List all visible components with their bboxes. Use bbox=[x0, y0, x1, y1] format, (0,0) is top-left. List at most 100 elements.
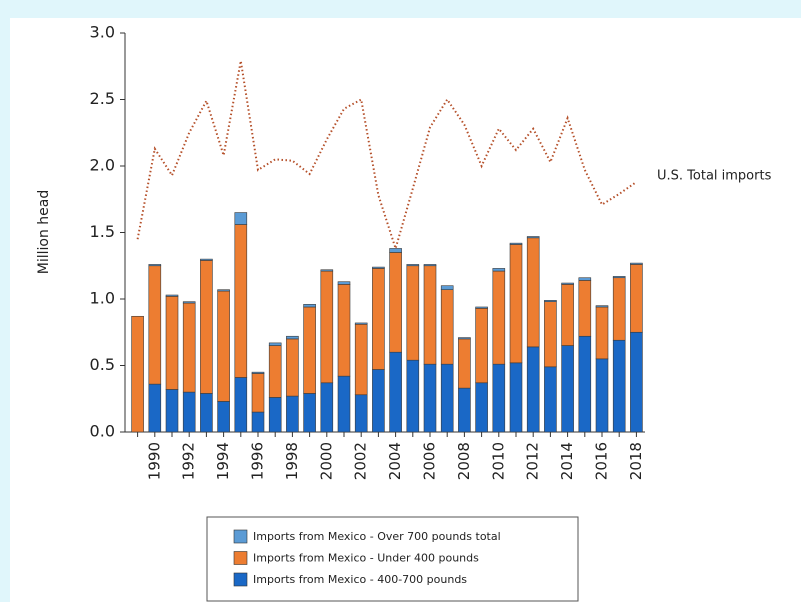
bar-segment bbox=[544, 366, 557, 433]
x-tick-label: 2002 bbox=[352, 442, 370, 480]
bar-segment bbox=[268, 342, 282, 346]
x-tick-label: 2018 bbox=[627, 442, 645, 480]
y-axis-title: Million head bbox=[36, 190, 52, 274]
bar-segment bbox=[578, 277, 592, 281]
bar-segment bbox=[182, 302, 196, 393]
y-tick-label: 0.0 bbox=[90, 422, 115, 441]
x-tick-label: 2004 bbox=[386, 442, 404, 480]
bar-segment bbox=[544, 301, 557, 368]
bar-segment bbox=[630, 264, 643, 333]
bar-segment bbox=[492, 270, 506, 365]
bar-segment bbox=[423, 363, 437, 433]
bar-segment bbox=[354, 323, 368, 396]
bar-segment bbox=[595, 305, 609, 308]
line-label: U.S. Total imports bbox=[657, 168, 772, 183]
bar-segment bbox=[303, 306, 316, 394]
bar-segment bbox=[561, 345, 574, 433]
bar-segment bbox=[320, 269, 334, 272]
bar-segment bbox=[165, 389, 179, 433]
bar-segment bbox=[595, 358, 609, 433]
x-tick-label: 2008 bbox=[455, 442, 473, 480]
bar-segment bbox=[251, 373, 265, 413]
bar-segment bbox=[286, 395, 299, 433]
bar-segment bbox=[337, 281, 351, 285]
bar-segment bbox=[217, 290, 230, 402]
bar-segment bbox=[406, 359, 420, 433]
bar-segment bbox=[578, 335, 592, 433]
y-tick-label: 1.0 bbox=[90, 289, 115, 308]
y-tick-label: 1.5 bbox=[90, 222, 115, 241]
bar-segment bbox=[200, 260, 213, 394]
bar-segment bbox=[320, 382, 334, 433]
bar-segment bbox=[303, 393, 316, 433]
bar-segment bbox=[389, 252, 402, 353]
x-tick-label: 2016 bbox=[593, 442, 611, 480]
legend-label: Imports from Mexico - Under 400 pounds bbox=[253, 552, 479, 565]
bar-segment bbox=[286, 335, 299, 340]
bar-segment bbox=[561, 284, 574, 346]
bar-segment bbox=[148, 383, 162, 433]
bar-segment bbox=[630, 331, 643, 433]
bar-segment bbox=[337, 284, 351, 377]
bar-segment bbox=[217, 401, 230, 433]
bar-segment bbox=[630, 262, 643, 265]
bar-segment bbox=[251, 411, 265, 433]
y-tick-label: 2.0 bbox=[90, 156, 115, 175]
bar-segment bbox=[578, 280, 592, 337]
x-tick-label: 1990 bbox=[145, 442, 163, 480]
y-tick-label: 0.5 bbox=[90, 355, 115, 374]
bar-segment bbox=[182, 301, 196, 304]
bar-segment bbox=[200, 393, 213, 433]
bar-segment bbox=[526, 236, 540, 239]
bar-segment bbox=[612, 339, 626, 433]
bar-segment bbox=[526, 237, 540, 348]
x-tick-label: 2000 bbox=[317, 442, 335, 480]
bar-segment bbox=[475, 308, 488, 384]
bar-segment bbox=[406, 264, 420, 267]
legend-box bbox=[206, 516, 579, 602]
bar-segment bbox=[182, 391, 196, 433]
bar-segment bbox=[423, 264, 437, 267]
bar-segment bbox=[389, 248, 402, 253]
bar-segment bbox=[440, 285, 454, 290]
bar-segment bbox=[165, 294, 179, 297]
bar-segment bbox=[475, 382, 488, 433]
bar-segment bbox=[320, 270, 334, 384]
bar-segment bbox=[217, 289, 230, 292]
bar-segment bbox=[492, 268, 506, 272]
bar-segment bbox=[561, 282, 574, 285]
bar-segment bbox=[423, 265, 437, 365]
legend-swatch bbox=[233, 551, 248, 565]
x-tick-label: 1996 bbox=[249, 442, 267, 480]
bar-segment bbox=[612, 277, 626, 341]
legend-label: Imports from Mexico - 400-700 pounds bbox=[253, 573, 467, 586]
x-tick-label: 1992 bbox=[180, 442, 198, 480]
bar-segment bbox=[526, 346, 540, 433]
bar-segment bbox=[509, 362, 523, 433]
bar-segment bbox=[268, 397, 282, 433]
bar-segment bbox=[440, 289, 454, 365]
y-tick-label: 3.0 bbox=[90, 23, 115, 42]
bar-segment bbox=[458, 338, 471, 389]
bar-segment bbox=[131, 315, 144, 433]
bar-segment bbox=[612, 276, 626, 279]
x-tick-label: 2010 bbox=[489, 442, 507, 480]
legend-swatch bbox=[233, 529, 248, 544]
bar-segment bbox=[148, 264, 162, 267]
bar-segment bbox=[200, 258, 213, 261]
bar-segment bbox=[509, 242, 523, 245]
x-tick-label: 2012 bbox=[524, 442, 542, 480]
bar-segment bbox=[337, 375, 351, 433]
bar-segment bbox=[354, 394, 368, 433]
bar-segment bbox=[595, 306, 609, 360]
bar-segment bbox=[251, 371, 265, 374]
bar-segment bbox=[234, 377, 248, 433]
bar-segment bbox=[389, 351, 402, 433]
bar-segment bbox=[372, 268, 385, 370]
bar-segment bbox=[165, 296, 179, 390]
bar-segment bbox=[509, 244, 523, 364]
bar-segment bbox=[268, 345, 282, 398]
x-tick-label: 1998 bbox=[283, 442, 301, 480]
bar-segment bbox=[148, 265, 162, 385]
